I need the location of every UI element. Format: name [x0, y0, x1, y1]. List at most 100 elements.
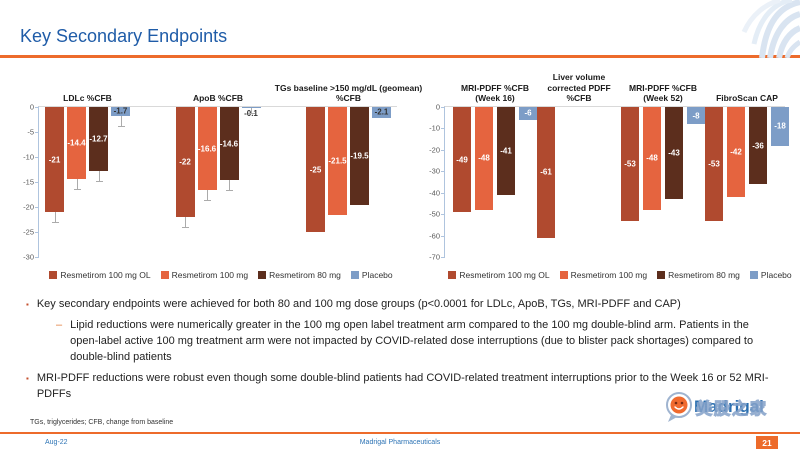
legend-swatch: [350, 271, 359, 279]
footer-divider: [0, 432, 800, 434]
y-axis-tick-label: -40: [429, 188, 440, 198]
watermark-overlay-text: 美股之家: [695, 400, 769, 418]
group-title: ApoB %CFB: [192, 92, 244, 103]
legend-item: Resmetirom 80 mg: [258, 270, 341, 280]
bar-slot: -16.6: [197, 107, 217, 257]
error-bar-cap: [51, 222, 59, 223]
bar: -16.6: [197, 107, 217, 190]
error-bar: [54, 212, 56, 222]
bar-slot: [581, 107, 599, 257]
bullet-item: ▪ Key secondary endpoints were achieved f…: [26, 297, 790, 313]
y-axis-tickmark: [35, 107, 39, 108]
bar: -14.6: [219, 107, 239, 180]
legend-swatch: [657, 271, 666, 279]
bullet-list: ▪ Key secondary endpoints were achieved f…: [26, 297, 790, 408]
chart-lipid-endpoints: 0 -5 -10 -15 -20 -25 -30 LDLc %CFB -21 -14.4 -12.7…: [12, 66, 422, 280]
y-axis-tickmark: [441, 107, 445, 108]
bar: -12.7: [89, 107, 108, 171]
bar-slot: [603, 107, 621, 257]
bar-value-label: -21.5: [328, 156, 347, 166]
legend-swatch: [559, 271, 568, 279]
bar-slot: -12.7: [89, 107, 108, 257]
y-axis-tick-label: -30: [429, 166, 440, 176]
bar: -21: [45, 107, 64, 212]
error-bar-cap: [182, 227, 189, 228]
bullet-marker: ▪: [26, 300, 29, 309]
y-axis-tickmark: [35, 257, 39, 258]
chart-plot: 0 -10 -20 -30 -40 -50 -60 -70 MRI-PDFF %CFB (Wee…: [429, 72, 789, 262]
bar-slot: -53: [705, 107, 723, 257]
y-axis-tick-label: -20: [429, 145, 440, 155]
bar-value-label: -16.6: [197, 144, 217, 153]
bar-slot: -21: [45, 107, 64, 257]
bar-value-label: -2.1: [374, 107, 389, 117]
legend-swatch: [258, 271, 267, 279]
y-axis-tick-label: -70: [429, 252, 440, 262]
bar-group: ApoB %CFB -22 -16.6 -14.6 -0.1: [175, 93, 261, 257]
error-bar: [98, 170, 100, 181]
legend-item: Resmetirom 100 mg: [559, 270, 648, 280]
bar-value-label: -49: [456, 155, 468, 164]
y-axis-tick-label: -30: [23, 252, 34, 262]
bar-value-label: -6: [524, 108, 532, 118]
bar: -22: [175, 107, 195, 217]
bar-group: MRI-PDFF %CFB (Week 52) -53 -48 -43 -8: [621, 83, 705, 257]
bar-slot: -25: [306, 107, 325, 257]
bar-value-label: -8: [692, 111, 700, 121]
error-bar-cap: [73, 189, 81, 190]
legend-swatch: [49, 271, 58, 279]
legend-label: Resmetirom 80 mg: [269, 270, 341, 280]
error-bar-cap: [204, 200, 211, 201]
legend-item: Placebo: [749, 270, 792, 280]
bar-value-label: -21: [48, 155, 61, 164]
error-bar-cap: [117, 125, 125, 127]
bar: -0.1: [241, 107, 261, 118]
group-title: FibroScan CAP: [716, 92, 778, 103]
title-divider: [0, 55, 800, 58]
bar-group: FibroScan CAP -53 -42 -36 -18: [705, 93, 789, 257]
bar-value-label: -1.7: [113, 106, 128, 116]
bar-value-label: -22: [179, 157, 191, 167]
group-title: MRI-PDFF %CFB (Week 16): [461, 82, 529, 103]
error-bar: [120, 115, 122, 126]
legend-item: Resmetirom 80 mg: [657, 270, 740, 280]
plot-groups: MRI-PDFF %CFB (Week 16) -49 -48 -41 -6 Liver …: [445, 72, 789, 257]
y-axis-tick-label: 0: [29, 102, 34, 112]
bar-slot: -19.5: [350, 107, 369, 257]
bar-value-label: -36: [752, 141, 764, 151]
y-axis-tick-label: -15: [23, 177, 34, 187]
legend-swatch: [160, 271, 169, 279]
footer-company: Madrigal Pharmaceuticals: [359, 439, 441, 446]
bar: -19.5: [350, 107, 369, 205]
bullet-text: Lipid reductions were numerically greate…: [70, 318, 754, 363]
bar-group: Liver volume corrected PDFF %CFB -61: [537, 72, 621, 257]
bar-slot: [559, 107, 577, 257]
legend-item: Resmetirom 100 mg OL: [448, 270, 550, 280]
bar-value-label: -25: [309, 165, 322, 174]
bar-slot: -8: [687, 107, 705, 257]
y-axis-tickmark: [35, 207, 39, 208]
bar-slot: -48: [643, 107, 661, 257]
bar: -61: [537, 107, 555, 238]
sub-bullet-item: – Lipid reductions were numerically great…: [56, 318, 790, 366]
legend-label: Placebo: [760, 270, 792, 280]
bar-slot: -1.7: [111, 107, 130, 257]
bar-value-label: -0.1: [244, 109, 258, 118]
chart-legend: Resmetirom 100 mg OL Resmetirom 100 mg Res…: [38, 270, 404, 280]
bar-value-label: -48: [478, 153, 490, 163]
bar: -53: [621, 107, 639, 221]
error-bar: [76, 179, 78, 189]
bar-slot: -43: [665, 107, 683, 257]
y-axis-tick-label: 0: [435, 102, 440, 112]
bar-value-label: -43: [668, 148, 680, 158]
y-axis-tickmark: [441, 149, 445, 151]
y-axis-tick-label: -50: [429, 209, 440, 219]
y-axis-tick-label: -10: [429, 123, 440, 133]
bar-slot: -0.1: [241, 107, 261, 257]
legend-label: Resmetirom 100 mg: [570, 270, 648, 280]
y-axis-tick-label: -10: [23, 152, 34, 162]
y-axis-tickmark: [441, 214, 445, 216]
bar: -8: [687, 107, 705, 125]
bar-slot: -14.4: [67, 107, 86, 257]
